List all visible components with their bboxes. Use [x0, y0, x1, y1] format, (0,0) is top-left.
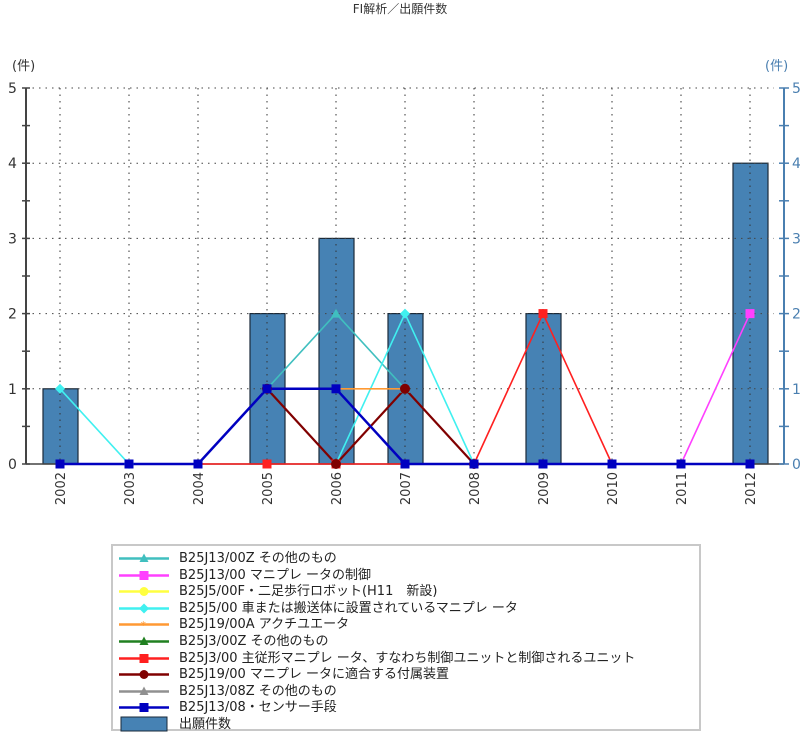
x-tick-label: 2006 [330, 472, 345, 505]
x-tick-label: 2008 [468, 472, 483, 505]
y-tick-label-right: 2 [792, 307, 800, 323]
legend-line-swatch-icon [119, 670, 169, 680]
y-tick-label-right: 0 [792, 457, 800, 473]
legend-line-swatch-icon [119, 686, 169, 695]
y-tick-label: 0 [8, 457, 17, 473]
marker [538, 459, 548, 469]
legend-label: 出願件数 [179, 717, 232, 732]
marker [400, 459, 410, 469]
legend-line-swatch-icon [119, 553, 169, 562]
marker [193, 459, 203, 469]
left-axis-unit: (件) [12, 59, 36, 74]
legend-item: B25J13/08・センサー手段 [113, 699, 699, 716]
series-line [404, 313, 475, 465]
legend-line-swatch-icon [119, 636, 169, 645]
legend-label: B25J5/00F・二足歩行ロボット(H11 新設) [179, 584, 438, 600]
svg-text:*: * [141, 619, 147, 632]
y-tick-label: 4 [8, 156, 17, 172]
marker [124, 459, 134, 469]
legend-line-swatch-icon [119, 603, 169, 614]
legend-item: B25J13/00 マニプレ ータの制御 [113, 567, 699, 584]
legend-item: B25J19/00 マニプレ ータに適合する付属装置 [113, 666, 699, 683]
series-line [473, 313, 544, 465]
marker [607, 459, 617, 469]
x-tick-label: 2011 [675, 472, 690, 505]
legend-label: B25J13/08Z その他のもの [179, 683, 337, 699]
marker [538, 309, 548, 319]
marker [745, 459, 755, 469]
marker [262, 384, 272, 394]
series-line [335, 387, 406, 465]
marker [331, 459, 341, 469]
y-tick-label: 2 [8, 307, 17, 323]
legend-label: B25J3/00Z その他のもの [179, 634, 329, 649]
x-tick-label: 2004 [192, 472, 207, 505]
y-tick-label: 1 [8, 382, 17, 398]
series-line [266, 388, 337, 465]
series-line [680, 313, 751, 465]
y-tick-label: 3 [8, 231, 17, 247]
legend-item: B25J3/00Z その他のもの [113, 633, 699, 650]
series-line [197, 387, 268, 465]
marker [676, 459, 686, 469]
marker [55, 383, 65, 394]
legend-item: B25J5/00 車または搬送体に設置されているマニプレ ータ [113, 600, 699, 617]
legend-line-swatch-icon [119, 653, 169, 663]
legend-item: B25J13/00Z その他のもの [113, 550, 699, 567]
y-tick-label-right: 5 [792, 81, 800, 97]
x-tick-label: 2007 [399, 472, 414, 505]
legend-item: B25J3/00 主従形マニプレ ータ、すなわち制御ユニットと制御されるユニット [113, 650, 699, 667]
y-tick-label-right: 1 [792, 382, 800, 398]
x-tick-label: 2005 [261, 472, 276, 505]
legend-line-swatch-icon [119, 587, 169, 597]
legend-item: * B25J19/00A アクチユエータ [113, 616, 699, 633]
legend-line-swatch-icon [119, 570, 169, 580]
marker [745, 309, 755, 319]
x-tick-label: 2010 [606, 472, 621, 505]
series-line [404, 388, 475, 465]
x-tick-label: 2002 [54, 472, 69, 505]
legend-label: B25J13/00Z その他のもの [179, 551, 337, 566]
marker [55, 459, 65, 469]
y-tick-label: 5 [8, 81, 17, 97]
y-tick-label-right: 3 [792, 231, 800, 247]
x-tick-label: 2009 [537, 472, 552, 505]
legend-label: B25J13/00 マニプレ ータの制御 [179, 567, 372, 583]
legend-item: B25J5/00F・二足歩行ロボット(H11 新設) [113, 583, 699, 600]
legend-label: B25J19/00A アクチユエータ [179, 617, 350, 633]
marker [400, 383, 410, 394]
legend-label: B25J19/00 マニプレ ータに適合する付属装置 [179, 667, 450, 683]
chart-title: FI解析／出願件数 [352, 2, 448, 16]
marker [262, 459, 272, 469]
marker [331, 384, 341, 394]
legend-item: B25J13/08Z その他のもの [113, 683, 699, 700]
x-tick-label: 2012 [744, 472, 759, 505]
y-tick-label-right: 4 [792, 156, 800, 172]
marker [331, 308, 341, 318]
legend-line-swatch-icon: * [119, 619, 169, 632]
x-tick-label: 2003 [123, 472, 138, 505]
chart-plot: 0 0 1 1 2 2 3 3 4 4 5 5 2002 2003 2004 2005 2006 2007 2008… [8, 81, 800, 505]
chart-legend: B25J13/00Z その他のもの B25J13/00 マニプレ ータの制御 B25… [111, 544, 701, 733]
marker [400, 308, 410, 319]
series-line [59, 388, 130, 465]
legend-label: B25J13/08・センサー手段 [179, 700, 337, 716]
series-line [542, 313, 613, 465]
legend-bar-swatch-icon [120, 716, 168, 732]
series-line [335, 313, 406, 390]
marker [469, 459, 479, 469]
bar [318, 237, 355, 465]
series-line [266, 313, 337, 390]
legend-item: 出願件数 [113, 716, 699, 733]
legend-line-swatch-icon [119, 703, 169, 713]
legend-label: B25J3/00 主従形マニプレ ータ、すなわち制御ユニットと制御されるユニット [179, 650, 636, 666]
right-axis-unit: (件) [765, 59, 789, 74]
legend-label: B25J5/00 車または搬送体に設置されているマニプレ ータ [179, 600, 518, 616]
